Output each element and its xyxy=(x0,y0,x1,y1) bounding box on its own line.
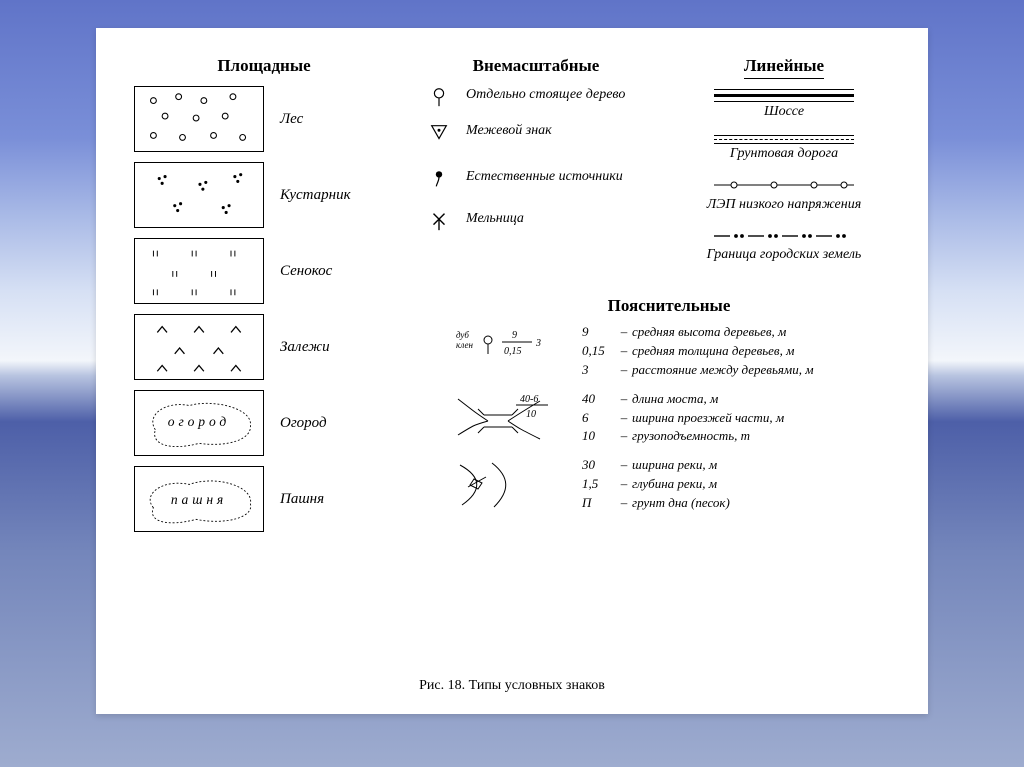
tree-icon xyxy=(426,86,452,108)
svg-text:огород: огород xyxy=(168,414,230,429)
swatch-pashnya: пашня xyxy=(134,466,264,532)
label-kustarnik: Кустарник xyxy=(280,187,351,204)
shosse-sample-icon xyxy=(714,89,854,102)
svg-text:клен: клен xyxy=(456,340,474,350)
offscale-item-melnitsa: Мельница xyxy=(426,210,646,232)
explanatory-table-tree: 9–средняя высота деревьев, м 0,15–средня… xyxy=(582,324,814,379)
river-annot-icon xyxy=(454,457,564,512)
area-item-zalezhi: Залежи xyxy=(134,314,394,380)
column-offscale: Внемасштабные Отдельно стоящее дерево Ме… xyxy=(426,56,646,694)
swatch-ogorod: огород xyxy=(134,390,264,456)
explanatory-table-river: 30–ширина реки, м 1,5–глубина реки, м П–… xyxy=(582,457,730,512)
figure-paper: Площадные Лес xyxy=(96,28,928,714)
spring-icon xyxy=(426,168,452,190)
label-gruntovka: Грунтовая дорога xyxy=(678,146,890,163)
svg-text:10: 10 xyxy=(526,409,536,420)
swatch-kustarnik xyxy=(134,162,264,228)
explanatory-group-tree: дуб клен 9 0,15 3 9–средняя высота дерев… xyxy=(454,324,884,379)
label-zalezhi: Залежи xyxy=(280,339,330,356)
label-granitsa: Граница городских земель xyxy=(678,247,890,264)
column-area: Площадные Лес xyxy=(134,56,394,694)
label-shosse: Шоссе xyxy=(678,104,890,121)
area-item-kustarnik: Кустарник xyxy=(134,162,394,228)
offscale-header: Внемасштабные xyxy=(426,56,646,76)
boundary-mark-icon xyxy=(426,122,452,144)
linear-header: Линейные xyxy=(744,56,824,79)
offscale-item-mezhevoy: Межевой знак xyxy=(426,122,646,144)
explanatory-group-bridge: 40-6 10 40–длина моста, м 6–ширина проез… xyxy=(454,391,884,446)
area-header: Площадные xyxy=(134,56,394,76)
label-les: Лес xyxy=(280,111,303,128)
svg-text:3: 3 xyxy=(535,338,541,349)
area-item-senokos: Сенокос xyxy=(134,238,394,304)
offscale-item-istochnik: Естественные источники xyxy=(426,168,646,190)
svg-text:пашня: пашня xyxy=(171,492,227,507)
svg-text:дуб: дуб xyxy=(456,330,469,340)
tree-annot-icon: дуб клен 9 0,15 3 xyxy=(454,324,564,379)
label-derevo: Отдельно стоящее дерево xyxy=(466,86,625,104)
linear-item-granitsa: Граница городских земель xyxy=(678,227,890,264)
label-pashnya: Пашня xyxy=(280,491,324,508)
svg-text:0,15: 0,15 xyxy=(504,346,522,357)
label-senokos: Сенокос xyxy=(280,263,332,280)
explanatory-group-river: 30–ширина реки, м 1,5–глубина реки, м П–… xyxy=(454,457,884,512)
area-item-les: Лес xyxy=(134,86,394,152)
explanatory-table-bridge: 40–длина моста, м 6–ширина проезжей част… xyxy=(582,391,784,446)
linear-item-gruntovka: Грунтовая дорога xyxy=(678,135,890,163)
swatch-zalezhi xyxy=(134,314,264,380)
windmill-icon xyxy=(426,210,452,232)
figure-caption: Рис. 18. Типы условных знаков xyxy=(419,678,605,693)
swatch-les xyxy=(134,86,264,152)
linear-item-shosse: Шоссе xyxy=(678,89,890,121)
lep-sample-icon xyxy=(714,177,854,195)
svg-text:40-6: 40-6 xyxy=(520,394,538,405)
label-mezhevoy: Межевой знак xyxy=(466,122,552,140)
area-item-ogorod: огород Огород xyxy=(134,390,394,456)
linear-item-lep: ЛЭП низкого напряжения xyxy=(678,177,890,214)
explanatory-section: Пояснительные дуб клен 9 0,15 3 xyxy=(454,288,884,524)
explanatory-header: Пояснительные xyxy=(454,296,884,316)
bridge-annot-icon: 40-6 10 xyxy=(454,391,564,446)
label-istochnik: Естественные источники xyxy=(466,168,623,186)
area-item-pashnya: пашня Пашня xyxy=(134,466,394,532)
label-ogorod: Огород xyxy=(280,415,327,432)
label-melnitsa: Мельница xyxy=(466,210,524,228)
swatch-senokos xyxy=(134,238,264,304)
label-lep: ЛЭП низкого напряжения xyxy=(678,197,890,214)
svg-text:9: 9 xyxy=(512,330,517,341)
offscale-item-derevo: Отдельно стоящее дерево xyxy=(426,86,646,108)
granitsa-sample-icon xyxy=(714,227,854,245)
gruntovka-sample-icon xyxy=(714,135,854,144)
